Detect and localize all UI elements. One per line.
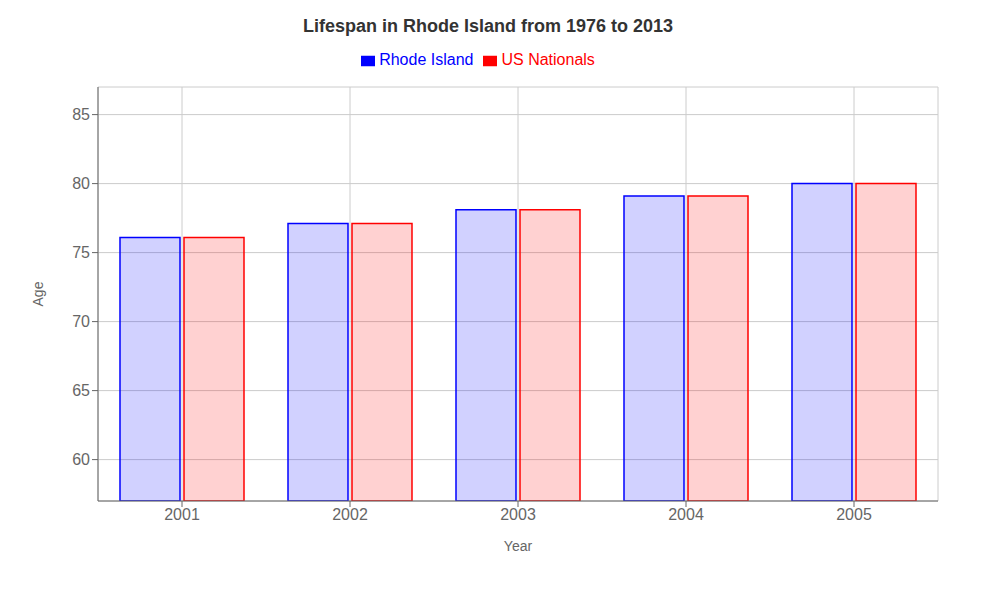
html-text:Rhode Island: Rhode Island: [379, 51, 474, 68]
svg-text:Age: Age: [30, 281, 46, 306]
svg-text:2004: 2004: [668, 506, 704, 523]
svg-text:2002: 2002: [332, 506, 368, 523]
html-text:Lifespan in Rhode Island from: Lifespan in Rhode Island from 1976 to 20…: [302, 16, 673, 36]
svg-text:85: 85: [72, 106, 90, 123]
svg-text:2003: 2003: [500, 506, 536, 523]
svg-text:70: 70: [72, 313, 90, 330]
html-text:US Nationals: US Nationals: [501, 51, 595, 68]
svg-text:65: 65: [72, 382, 90, 399]
svg-text:2001: 2001: [164, 506, 200, 523]
svg-text:80: 80: [72, 175, 90, 192]
svg-text:75: 75: [72, 244, 90, 261]
svg-text:Year: Year: [504, 538, 533, 554]
svg-text:60: 60: [72, 451, 90, 468]
svg-text:2005: 2005: [836, 506, 872, 523]
